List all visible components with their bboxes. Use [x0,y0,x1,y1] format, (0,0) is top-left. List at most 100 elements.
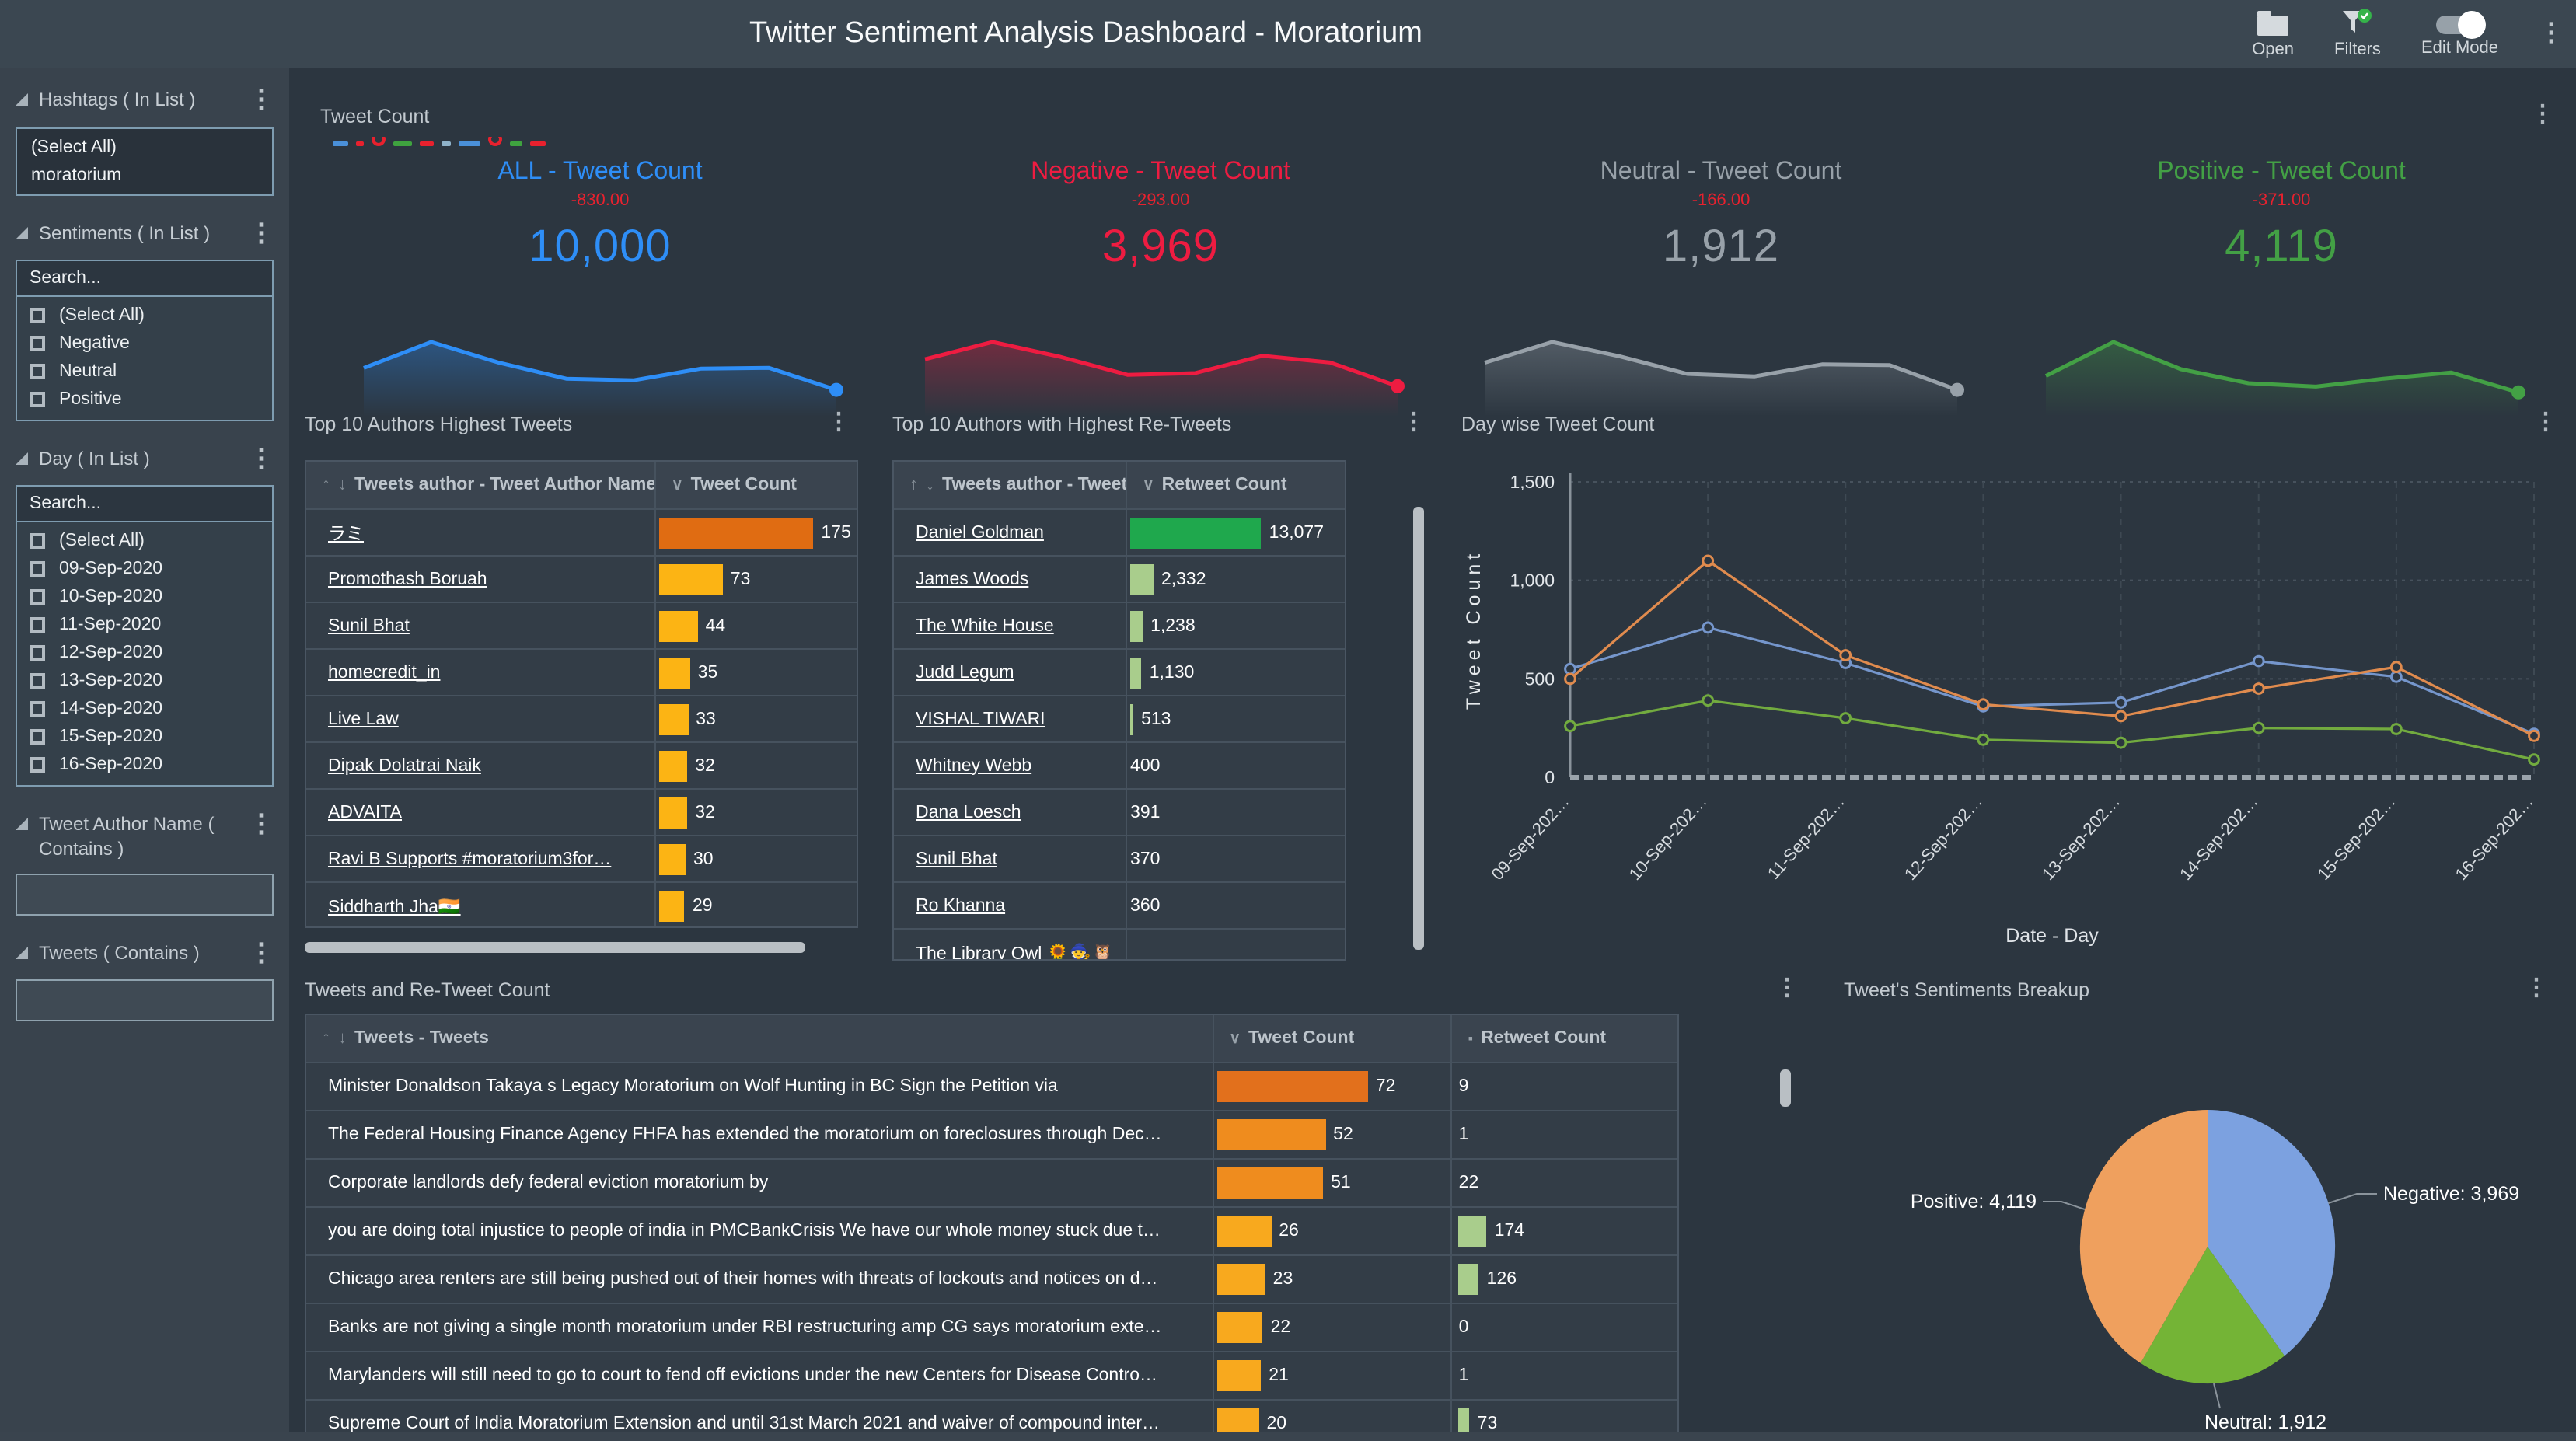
column-header-tweet-count[interactable]: ∨ Tweet Count [1212,1015,1450,1062]
table-row[interactable]: Corporate landlords defy federal evictio… [306,1158,1677,1206]
section-kebab-menu[interactable]: ⋮ [249,87,274,113]
author-link[interactable]: Ravi B Supports #moratorium3for… [328,850,612,868]
vertical-scrollbar[interactable] [1413,507,1424,950]
sentiments-search-input[interactable] [16,260,274,297]
checkbox-item[interactable]: 11-Sep-2020 [17,611,272,639]
sort-desc-arrow-icon[interactable]: ↓ [926,476,934,494]
collapse-triangle-icon[interactable] [16,818,28,830]
column-header-retweet-count[interactable]: ▪ Retweet Count [1450,1015,1677,1062]
author-link[interactable]: VISHAL TIWARI [916,710,1045,728]
checkbox-item[interactable]: 09-Sep-2020 [17,555,272,583]
author-link[interactable]: Ro Khanna [916,896,1006,915]
author-link[interactable]: Sunil Bhat [916,850,997,868]
table-row[interactable]: Supreme Court of India Moratorium Extens… [306,1399,1677,1439]
header-kebab-menu[interactable]: ⋮ [2539,20,2564,47]
author-link[interactable]: The Library Owl 🌻🧙🦉 [916,944,1114,961]
checkbox-item[interactable]: Neutral [17,358,272,386]
collapse-triangle-icon[interactable] [16,93,28,106]
bottom-scroll-strip[interactable] [0,1432,2576,1441]
sort-desc-arrow-icon[interactable]: ↓ [338,1029,347,1048]
section-kebab-menu[interactable]: ⋮ [249,940,274,968]
checkbox-item[interactable]: Positive [17,386,272,413]
widget-kebab-menu[interactable]: ⋮ [2534,409,2557,435]
kpi-card[interactable]: Positive - Tweet Count -371.00 4,119 [2002,146,2561,417]
table-row[interactable]: Promothash Boruah 73 [306,555,857,602]
column-header-author[interactable]: ↑ ↓ Tweets author - Tweet Author Name [322,476,654,494]
collapse-triangle-icon[interactable] [16,227,28,239]
table-row[interactable]: VISHAL TIWARI 513 [894,695,1345,741]
table-row[interactable]: Marylanders will still need to go to cou… [306,1351,1677,1399]
section-kebab-menu[interactable]: ⋮ [249,811,274,838]
table-row[interactable]: Live Law 33 [306,695,857,741]
sort-asc-icon[interactable]: ↑ [909,476,918,494]
kpi-card[interactable]: Neutral - Tweet Count -166.00 1,912 [1441,146,2001,417]
section-kebab-menu[interactable]: ⋮ [249,221,274,247]
pie-slice-positive[interactable] [2079,1110,2208,1363]
checkbox-item[interactable]: (Select All) [17,527,272,555]
sort-desc-arrow-icon[interactable]: ↓ [338,476,347,494]
author-link[interactable]: homecredit_in [328,663,441,682]
table-row[interactable]: Ravi B Supports #moratorium3for… 30 [306,835,857,881]
collapse-triangle-icon[interactable] [16,947,28,960]
section-kebab-menu[interactable]: ⋮ [249,446,274,473]
table-row[interactable]: Banks are not giving a single month mora… [306,1303,1677,1351]
checkbox-item[interactable]: 13-Sep-2020 [17,667,272,695]
column-header-tweets[interactable]: ↑ ↓ Tweets - Tweets [322,1029,489,1048]
checkbox-item[interactable]: (Select All) [17,302,272,330]
table-row[interactable]: Daniel Goldman 13,077 [894,508,1345,555]
table-row[interactable]: Sunil Bhat 44 [306,602,857,648]
pie-slice-negative[interactable] [2208,1110,2336,1356]
list-item[interactable]: moratorium [31,166,122,185]
vertical-scroll-thumb[interactable] [1780,1069,1791,1107]
widget-kebab-menu[interactable]: ⋮ [1775,975,1799,1001]
table-row[interactable]: you are doing total injustice to people … [306,1206,1677,1254]
widget-kebab-menu[interactable]: ⋮ [827,409,850,435]
checkbox-item[interactable]: 10-Sep-2020 [17,583,272,611]
column-header-tweet-count[interactable]: ∨ Tweet Count [654,462,857,508]
author-link[interactable]: ラミ [328,525,364,543]
day-search-input[interactable] [16,485,274,522]
table-row[interactable]: Siddharth Jha🇮🇳 29 [306,881,857,926]
filters-button[interactable]: Filters [2334,9,2381,59]
edit-mode-toggle[interactable]: Edit Mode [2421,11,2498,58]
author-link[interactable]: Siddharth Jha🇮🇳 [328,898,461,916]
table-row[interactable]: The Library Owl 🌻🧙🦉 [894,928,1345,961]
table-row[interactable]: Minister Donaldson Takaya s Legacy Morat… [306,1062,1677,1110]
checkbox-item[interactable]: 12-Sep-2020 [17,639,272,667]
checkbox-item[interactable]: Negative [17,330,272,358]
checkbox-item[interactable]: 15-Sep-2020 [17,723,272,751]
kpi-card[interactable]: Negative - Tweet Count -293.00 3,969 [881,146,1440,417]
widget-kebab-menu[interactable]: ⋮ [2525,975,2548,1001]
table-row[interactable]: Sunil Bhat 370 [894,835,1345,881]
checkbox-item[interactable]: 14-Sep-2020 [17,695,272,723]
column-header-author[interactable]: ↑ ↓ Tweets author - Tweet Author Name [909,476,1126,494]
author-link[interactable]: Sunil Bhat [328,616,410,635]
sort-asc-icon[interactable]: ↑ [322,1029,330,1048]
author-link[interactable]: Whitney Webb [916,756,1032,775]
table-row[interactable]: Chicago area renters are still being pus… [306,1254,1677,1303]
collapse-triangle-icon[interactable] [16,452,28,465]
author-link[interactable]: Promothash Boruah [328,570,487,588]
tweets-contains-input[interactable] [16,979,274,1022]
sentiments-pie-chart[interactable]: Negative: 3,969 Positive: 4,119 Neutral: 1… [1834,967,2560,1441]
widget-kebab-menu[interactable]: ⋮ [1402,409,1426,435]
table-row[interactable]: James Woods 2,332 [894,555,1345,602]
author-link[interactable]: Live Law [328,710,399,728]
author-link[interactable]: The White House [916,616,1054,635]
widget-kebab-menu[interactable]: ⋮ [2531,101,2554,127]
table-row[interactable]: The Federal Housing Finance Agency FHFA … [306,1110,1677,1158]
table-row[interactable]: Whitney Webb 400 [894,741,1345,788]
list-item[interactable]: (Select All) [31,138,117,157]
table-row[interactable]: ADVAITA 32 [306,788,857,835]
open-button[interactable]: Open [2252,9,2294,59]
author-link[interactable]: Daniel Goldman [916,523,1044,542]
day-wise-line-chart[interactable]: 0 500 1,000 1,500 09-Sep-202… 10-Sep-202… 11-S… [1446,448,2554,958]
table-row[interactable]: Dana Loesch 391 [894,788,1345,835]
table-row[interactable]: homecredit_in 35 [306,648,857,695]
author-link[interactable]: Judd Legum [916,663,1014,682]
author-link[interactable]: Dana Loesch [916,803,1021,822]
sort-asc-icon[interactable]: ↑ [322,476,330,494]
table-row[interactable]: Judd Legum 1,130 [894,648,1345,695]
author-link[interactable]: Dipak Dolatrai Naik [328,756,481,775]
table-row[interactable]: Dipak Dolatrai Naik 32 [306,741,857,788]
